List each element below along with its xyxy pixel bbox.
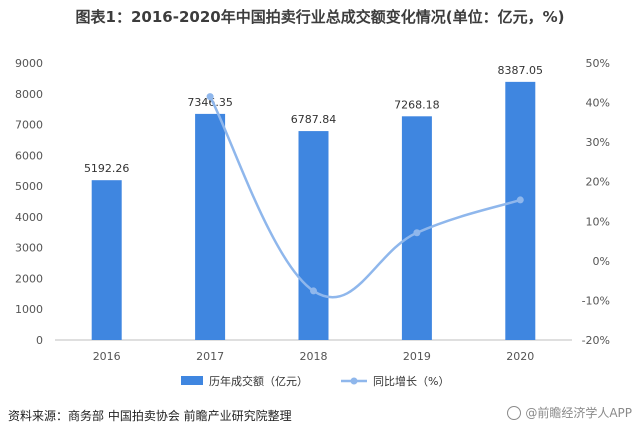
- y-left-tick-label: 9000: [15, 57, 43, 70]
- legend-line-marker: [350, 377, 358, 385]
- legend-line-label: 同比增长（%）: [373, 374, 449, 388]
- y-right-tick-label: 10%: [586, 215, 610, 228]
- legend-bar-label: 历年成交额（亿元）: [209, 374, 308, 388]
- brand-logo-icon: [507, 405, 522, 420]
- y-left-tick-label: 6000: [15, 149, 43, 162]
- y-left-tick-label: 7000: [15, 119, 43, 132]
- x-tick-label: 2017: [196, 350, 224, 363]
- bar: [195, 113, 226, 340]
- chart-title: 图表1：2016-2020年中国拍卖行业总成交额变化情况(单位：亿元，%): [75, 8, 565, 26]
- bar-value-label: 7346.35: [187, 96, 233, 109]
- growth-point: [516, 196, 524, 204]
- y-left-tick-label: 3000: [15, 242, 43, 255]
- bar-value-label: 6787.84: [291, 113, 337, 126]
- source-note: 资料来源：商务部 中国拍卖协会 前瞻产业研究院整理: [8, 409, 292, 423]
- y-right-tick-label: 20%: [586, 176, 610, 189]
- y-left-tick-label: 5000: [15, 180, 43, 193]
- y-right-tick-label: 40%: [586, 97, 610, 110]
- growth-point: [413, 229, 421, 237]
- bar-value-label: 8387.05: [498, 64, 544, 77]
- growth-line: [208, 96, 521, 299]
- y-right-tick-label: -20%: [582, 334, 610, 347]
- y-right-tick-label: 30%: [586, 136, 610, 149]
- y-left-tick-label: 1000: [15, 303, 43, 316]
- x-tick-label: 2018: [300, 350, 328, 363]
- credit-text: @前瞻经济学人APP: [525, 406, 632, 420]
- bar: [505, 81, 536, 341]
- credit-watermark: @前瞻经济学人APP: [507, 404, 632, 421]
- bar: [298, 131, 329, 340]
- growth-point: [310, 287, 317, 295]
- y-right-tick-label: 0%: [593, 255, 610, 268]
- y-right-tick-label: 50%: [586, 57, 610, 70]
- bar: [91, 180, 122, 340]
- bar-value-label: 5192.26: [84, 162, 130, 175]
- y-right-tick-label: -10%: [582, 294, 610, 307]
- y-left-tick-label: 0: [36, 334, 43, 347]
- x-tick-label: 2019: [403, 350, 431, 363]
- bar-value-label: 7268.18: [394, 98, 440, 111]
- legend-bar-swatch: [181, 376, 203, 385]
- growth-point: [206, 93, 214, 101]
- y-left-tick-label: 2000: [15, 272, 43, 285]
- y-left-tick-label: 8000: [15, 88, 43, 101]
- y-left-tick-label: 4000: [15, 211, 43, 224]
- x-tick-label: 2016: [93, 350, 121, 363]
- x-tick-label: 2020: [506, 350, 534, 363]
